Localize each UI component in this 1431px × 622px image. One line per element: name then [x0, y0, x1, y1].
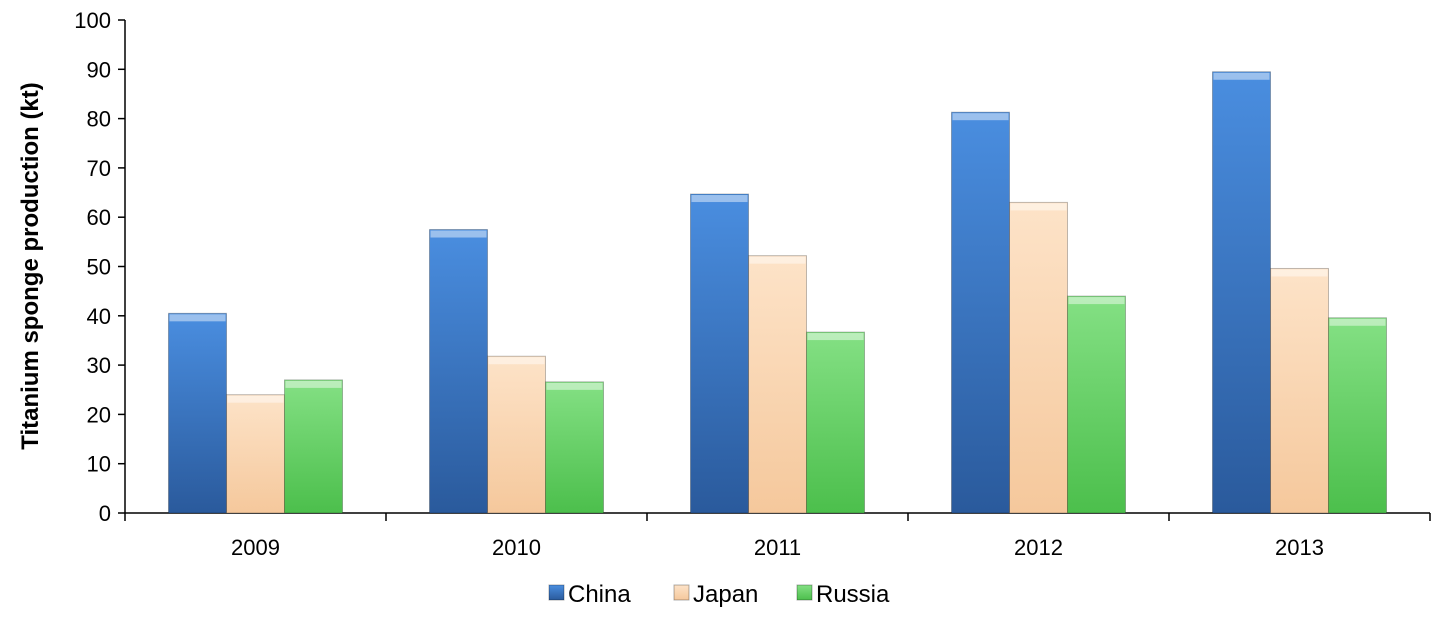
bars	[168, 71, 1387, 514]
x-tick-label: 2011	[754, 535, 801, 560]
bar-china-2010	[429, 229, 488, 514]
legend: China Japan Russia	[548, 581, 890, 608]
bar-russia-2011	[806, 331, 865, 514]
legend-item-russia: Russia	[796, 581, 890, 608]
x-tick-label: 2010	[492, 535, 541, 560]
bar-china-2011	[690, 193, 749, 514]
y-tick-label: 50	[87, 255, 111, 280]
y-tick-label: 40	[87, 304, 111, 329]
bar-china-2012	[951, 111, 1010, 514]
legend-item-japan: Japan	[673, 581, 758, 608]
y-tick-label: 90	[87, 57, 111, 82]
legend-label: Russia	[816, 581, 890, 608]
x-tick-label: 2012	[1014, 535, 1063, 560]
bar-russia-2009	[284, 379, 343, 514]
legend-swatch	[548, 584, 565, 601]
y-tick-label: 60	[87, 205, 111, 230]
y-tick-label: 10	[87, 452, 111, 477]
y-axis-label: Titanium sponge production (kt)	[17, 82, 44, 450]
bar-japan-2011	[748, 255, 807, 514]
bar-russia-2013	[1328, 317, 1387, 514]
bar-japan-2012	[1009, 201, 1068, 514]
x-tick-label: 2013	[1275, 535, 1324, 560]
bar-russia-2012	[1067, 295, 1126, 514]
bar-china-2013	[1212, 71, 1271, 514]
y-tick-label: 80	[87, 107, 111, 132]
bar-japan-2009	[226, 394, 285, 514]
legend-swatch	[796, 584, 813, 601]
x-axis: 2009 2010 2011 2012 2013	[124, 512, 1431, 560]
legend-label: China	[568, 581, 631, 608]
y-axis: 0 10 20 30 40 50 60 70 80 90 100	[74, 8, 126, 526]
legend-swatch	[673, 584, 690, 601]
y-tick-label: 0	[99, 501, 111, 526]
bar-china-2009	[168, 312, 227, 514]
legend-item-china: China	[548, 581, 631, 608]
legend-label: Japan	[693, 581, 758, 608]
bar-japan-2010	[487, 355, 546, 514]
y-tick-label: 70	[87, 156, 111, 181]
x-tick-label: 2009	[231, 535, 280, 560]
bar-japan-2013	[1270, 267, 1329, 514]
y-tick-label: 20	[87, 402, 111, 427]
bar-russia-2010	[545, 381, 604, 514]
y-tick-label: 100	[74, 8, 111, 33]
y-tick-label: 30	[87, 353, 111, 378]
